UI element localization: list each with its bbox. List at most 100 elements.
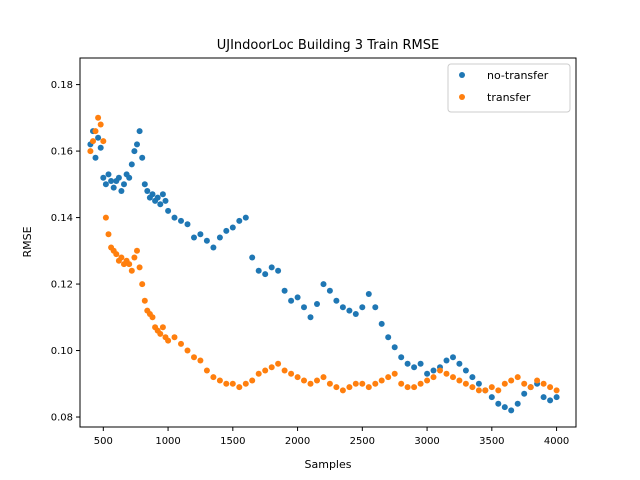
data-point-no-transfer: [495, 400, 502, 407]
data-point-no-transfer: [154, 194, 161, 201]
data-point-transfer: [495, 387, 502, 394]
data-point-transfer: [411, 384, 418, 391]
data-point-no-transfer: [121, 181, 127, 188]
data-point-no-transfer: [159, 191, 166, 198]
data-point-no-transfer: [149, 191, 156, 198]
data-point-transfer: [540, 380, 547, 387]
data-point-transfer: [157, 330, 164, 337]
data-point-no-transfer: [108, 178, 115, 184]
data-point-no-transfer: [242, 214, 249, 221]
data-point-transfer: [326, 380, 333, 387]
data-point-transfer: [437, 367, 443, 374]
data-point-no-transfer: [301, 304, 307, 311]
legend-box: [447, 63, 571, 113]
data-point-transfer: [236, 384, 243, 391]
data-point-no-transfer: [450, 354, 456, 361]
data-point-no-transfer: [171, 214, 178, 221]
data-point-no-transfer: [165, 207, 172, 214]
data-point-transfer: [352, 380, 359, 387]
data-point-no-transfer: [469, 374, 476, 381]
y-axis: 0.08 0.10 0.12 0.14 0.16 0.18: [51, 80, 80, 424]
data-point-transfer: [288, 370, 295, 377]
data-point-no-transfer: [288, 297, 295, 304]
data-point-transfer: [372, 380, 379, 387]
data-point-no-transfer: [249, 254, 256, 261]
data-point-transfer: [136, 264, 143, 271]
data-point-transfer: [102, 214, 109, 221]
data-point-no-transfer: [223, 227, 230, 234]
data-point-transfer: [149, 314, 156, 321]
data-point-no-transfer: [521, 390, 528, 397]
data-point-transfer: [87, 148, 94, 155]
y-axis-label: RMSE: [21, 226, 34, 257]
data-point-transfer: [482, 387, 489, 394]
data-point-no-transfer: [157, 201, 164, 208]
data-point-transfer: [275, 360, 282, 367]
x-tick-label: 2000: [285, 436, 310, 447]
data-point-transfer: [359, 380, 366, 387]
data-point-transfer: [178, 340, 184, 347]
data-point-no-transfer: [281, 287, 288, 294]
data-point-no-transfer: [255, 267, 262, 274]
data-point-transfer: [171, 334, 178, 341]
y-tick-label: 0.10: [51, 346, 73, 357]
data-point-no-transfer: [110, 184, 117, 191]
data-point-transfer: [339, 387, 346, 394]
data-point-transfer: [113, 251, 120, 258]
data-point-transfer: [521, 380, 528, 387]
data-point-transfer: [203, 367, 210, 374]
data-point-no-transfer: [275, 267, 282, 274]
data-point-transfer: [462, 380, 469, 387]
legend-label-no-transfer: no-transfer: [487, 69, 549, 82]
data-point-transfer: [118, 254, 125, 261]
x-tick-label: 2500: [350, 436, 375, 447]
data-point-no-transfer: [411, 364, 418, 371]
data-point-no-transfer: [162, 197, 169, 204]
data-point-transfer: [398, 380, 405, 387]
data-point-no-transfer: [210, 244, 217, 251]
data-point-transfer: [184, 347, 191, 354]
data-point-no-transfer: [475, 380, 482, 387]
data-point-no-transfer: [514, 400, 521, 407]
data-point-no-transfer: [128, 161, 135, 168]
data-point-transfer: [404, 384, 411, 391]
y-tick-label: 0.08: [51, 413, 73, 424]
data-point-transfer: [314, 377, 320, 384]
data-point-transfer: [430, 374, 437, 381]
data-point-no-transfer: [443, 357, 450, 364]
data-point-transfer: [165, 337, 172, 344]
data-point-transfer: [223, 380, 230, 387]
data-point-no-transfer: [553, 394, 560, 401]
data-point-transfer: [105, 231, 112, 238]
data-point-no-transfer: [352, 311, 359, 317]
data-point-transfer: [197, 357, 204, 364]
data-point-transfer: [262, 367, 269, 374]
x-tick-label: 500: [94, 436, 113, 447]
data-point-transfer: [141, 297, 148, 304]
data-point-no-transfer: [262, 271, 269, 278]
data-point-no-transfer: [424, 370, 431, 377]
data-point-no-transfer: [136, 128, 143, 135]
data-point-no-transfer: [462, 367, 469, 374]
data-point-no-transfer: [191, 234, 197, 241]
data-point-transfer: [97, 121, 104, 128]
data-point-transfer: [450, 374, 456, 381]
data-point-transfer: [501, 380, 508, 387]
data-point-no-transfer: [547, 397, 554, 404]
data-point-transfer: [469, 384, 476, 391]
data-point-no-transfer: [184, 221, 191, 228]
data-point-no-transfer: [314, 301, 320, 307]
data-point-transfer: [320, 374, 327, 381]
data-point-transfer: [242, 380, 249, 387]
data-point-transfer: [514, 374, 521, 381]
data-point-no-transfer: [294, 294, 301, 301]
data-point-transfer: [456, 377, 463, 384]
data-point-transfer: [346, 384, 353, 391]
data-point-no-transfer: [398, 354, 405, 361]
data-point-transfer: [294, 374, 301, 381]
data-point-transfer: [417, 380, 424, 387]
data-point-no-transfer: [365, 291, 372, 297]
data-point-no-transfer: [346, 307, 353, 314]
data-point-transfer: [547, 384, 554, 391]
